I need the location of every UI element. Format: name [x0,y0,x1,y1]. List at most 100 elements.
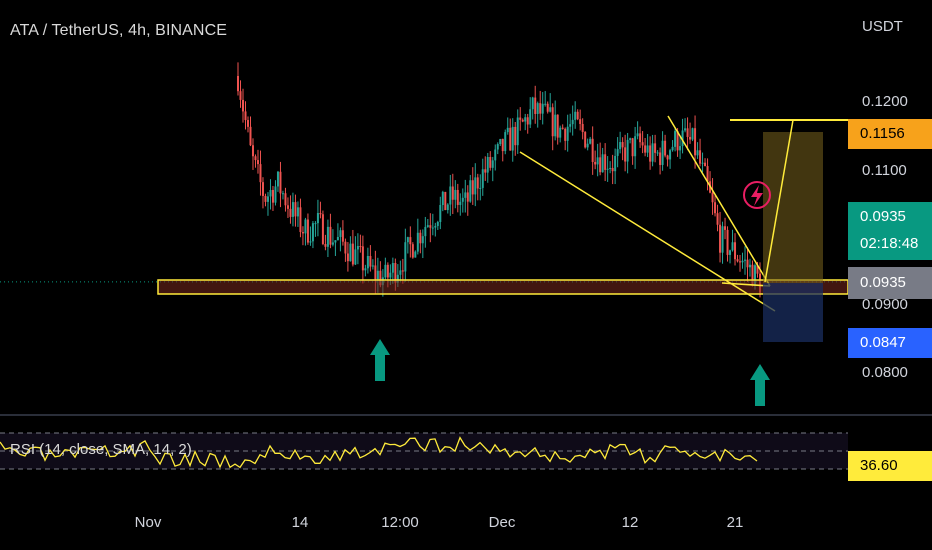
wedge-lower-line [519,151,776,312]
candle-body [676,131,679,151]
candle-body [554,114,557,137]
candle-body [641,142,644,146]
candle-body [446,204,449,211]
candle-body [606,168,609,170]
price-tick-1: 0.1100 [862,162,907,179]
bar-countdown-badge: 02:18:48 [848,230,932,260]
candle-body [311,223,314,242]
candle-body [574,111,577,120]
candle-body [646,145,649,153]
time-tick-4: 12 [621,514,639,531]
candle-body [296,207,299,217]
candle-body [569,124,572,127]
time-tick-0: Nov [134,514,162,531]
candle-body [736,259,739,262]
candle-body [451,186,454,200]
candle-body [269,190,272,197]
candle-body [414,251,417,258]
candle-body [491,160,494,168]
candle-body [359,246,362,248]
candle-body [334,240,337,243]
candle-body [739,261,742,263]
candle-body [314,223,317,225]
candle-body [479,187,482,189]
candle-body [534,97,537,114]
candle-body [321,214,324,245]
candle-body [361,246,364,271]
candle-body [509,127,512,151]
candle-body [256,160,259,165]
candle-body [609,167,612,169]
candle-body [559,127,562,138]
candle-body [604,154,607,170]
candle-body [514,126,517,146]
candle-body [686,128,689,137]
candle-body [294,202,297,217]
candle-body [441,191,444,205]
candle-body [484,169,487,173]
candle-body [324,244,327,247]
candle-body [406,237,409,243]
candle-body [254,156,257,161]
candle-body [756,265,759,274]
candle-body [286,205,289,209]
candle-body [654,143,657,153]
candle-body [696,150,699,156]
candle-body [304,219,307,234]
candle-body [237,76,239,92]
candle-body [291,202,294,217]
candle-body [309,241,312,243]
candle-body [601,154,604,173]
candle-body [341,230,344,242]
candle-body [326,226,329,247]
candle-body [476,177,479,189]
candle-body [364,268,367,271]
candle-body [506,127,509,133]
up-arrow-icon [370,339,390,381]
candle-body [549,107,552,112]
candle-body [526,117,529,125]
candle-body [714,202,717,214]
time-tick-1: 14 [291,514,309,531]
candle-body [459,201,462,205]
candle-body [744,259,747,261]
candle-body [584,132,587,148]
candle-body [666,155,669,160]
annotations-layer [0,115,932,416]
candle-body [351,243,354,265]
candle-body [749,264,752,268]
candle-body [284,193,287,206]
candle-body [411,244,414,258]
candle-body [551,107,554,137]
candle-body [481,169,484,188]
candle-body [581,123,584,133]
chart-title[interactable]: ATA / TetherUS, 4h, BINANCE [10,22,228,39]
candle-body [624,147,627,162]
candle-body [239,91,242,100]
candle-body [316,213,319,224]
rsi-indicator-label[interactable]: RSI (14, close, SMA, 14, 2) [10,441,192,458]
candle-body [644,145,647,153]
candle-body [264,195,267,202]
lightning-icon [743,181,771,209]
candle-body [566,126,569,141]
candle-body [724,226,727,230]
candle-body [751,264,754,287]
candle-body [544,103,547,105]
candle-body [494,149,497,161]
candle-body [461,197,464,202]
candle-body [546,103,549,112]
candle-body [466,192,469,202]
candle-body [511,126,514,151]
price-tick-3: 0.0800 [862,364,908,381]
candle-body [379,270,382,286]
candle-body [444,191,447,211]
candle-body [299,207,302,233]
candle-body [319,213,322,215]
candle-body [691,128,694,140]
last-price-badge: 0.0935 [848,267,932,299]
candle-body [706,166,709,182]
candle-body [419,232,422,244]
candle-body [614,155,617,172]
